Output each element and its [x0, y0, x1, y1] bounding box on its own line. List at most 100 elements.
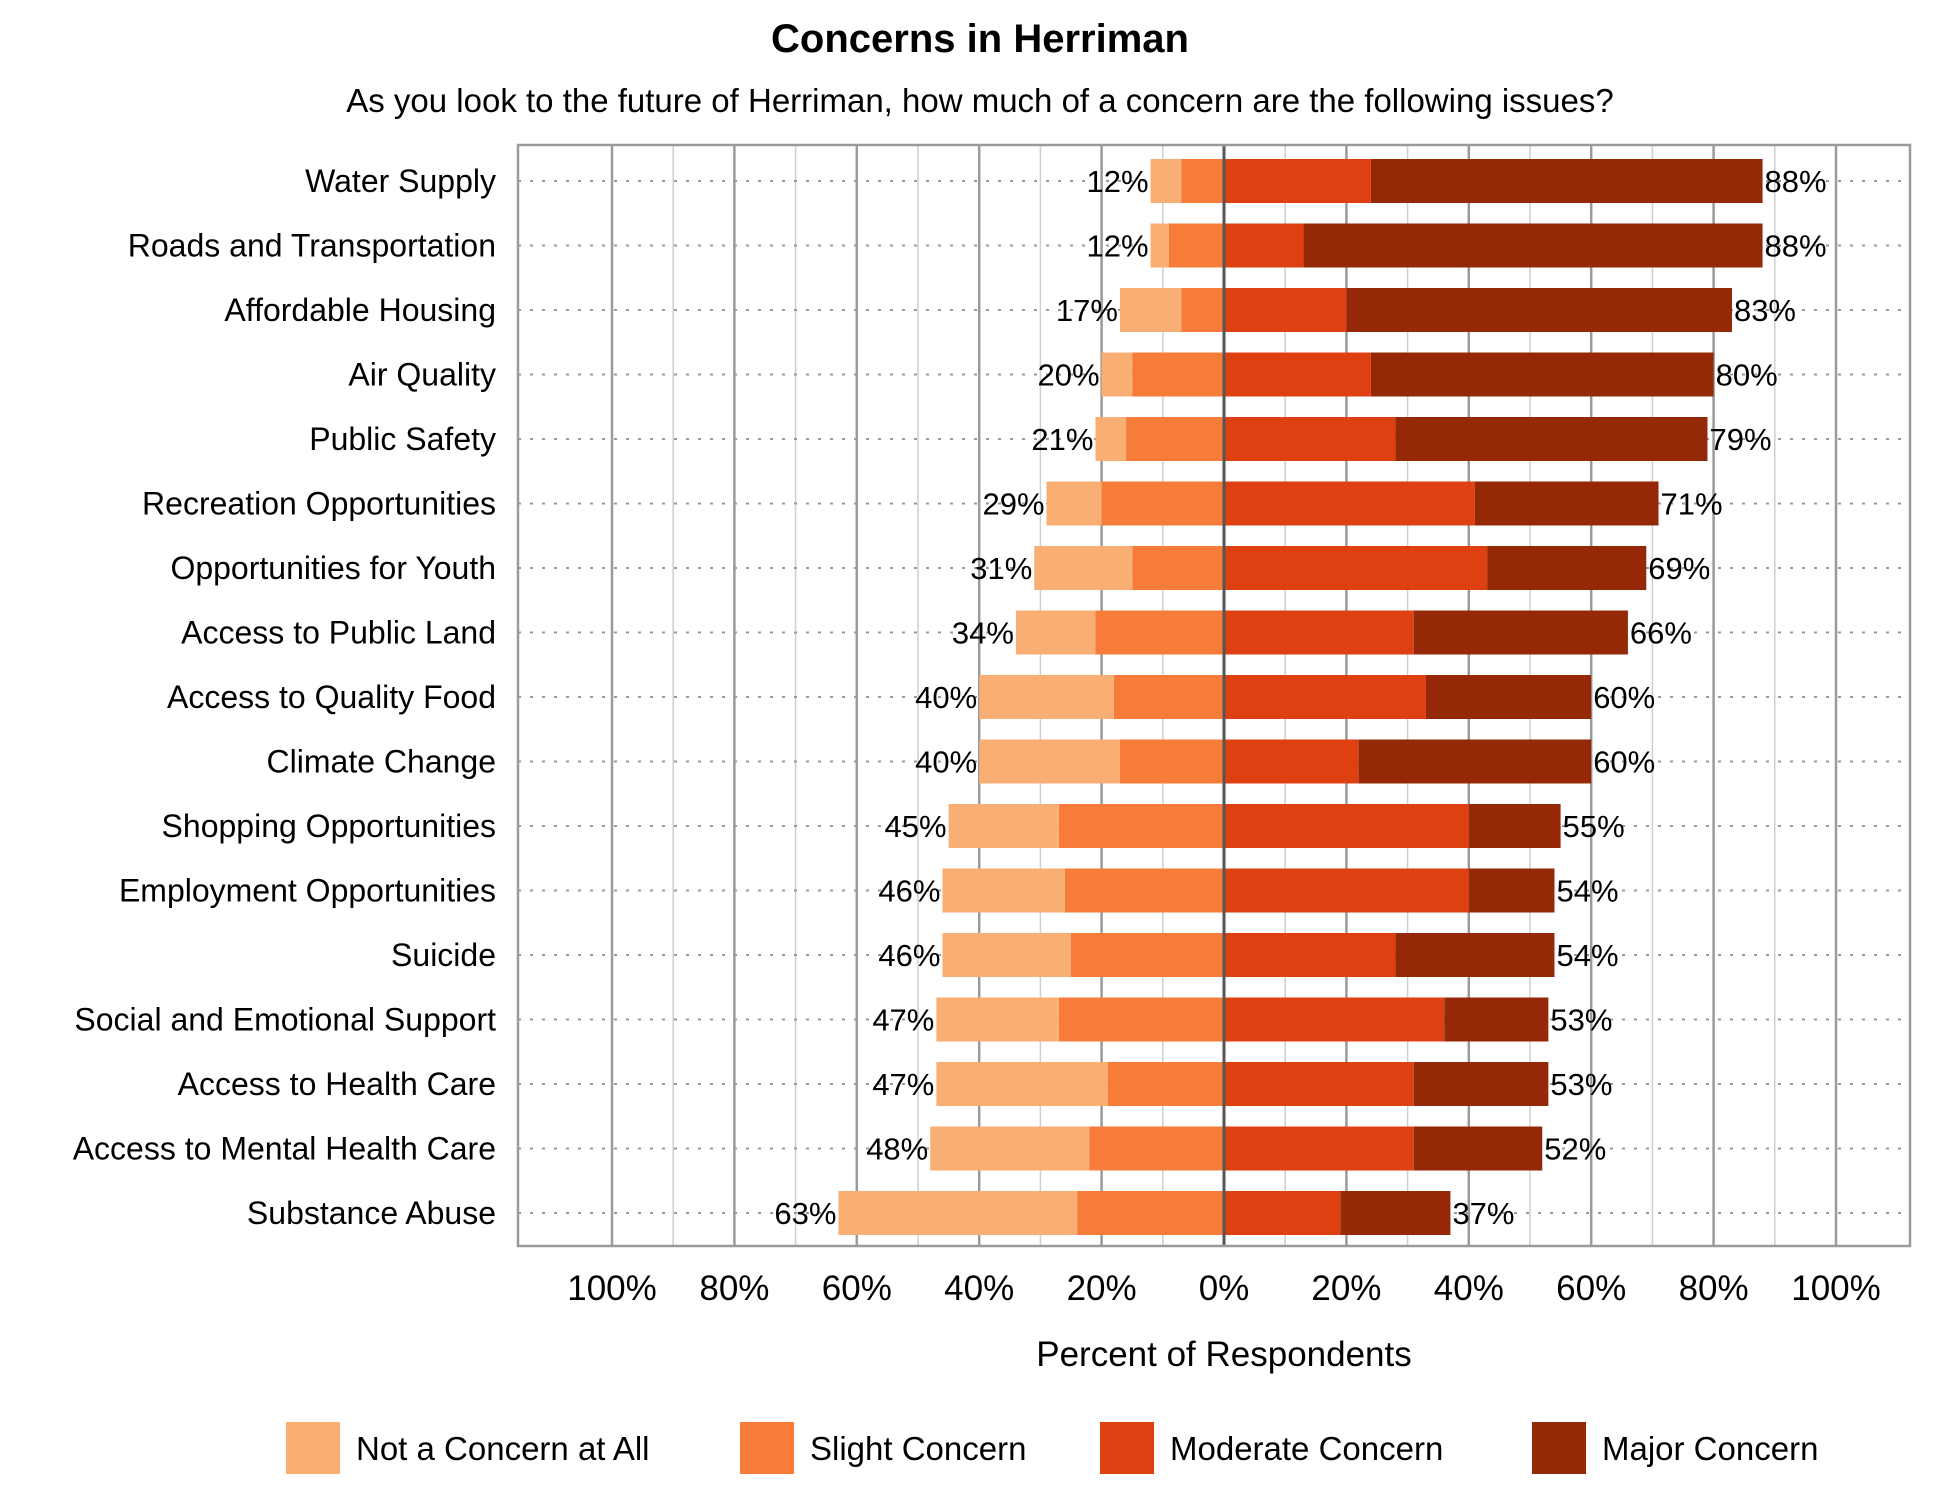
- negative-total-label: 63%: [774, 1196, 836, 1231]
- negative-total-label: 46%: [878, 874, 940, 909]
- bar-segment: [1095, 610, 1224, 655]
- positive-total-label: 55%: [1563, 809, 1625, 844]
- legend-label: Moderate Concern: [1170, 1430, 1443, 1467]
- bar-segment: [1034, 546, 1133, 590]
- legend-item: Major Concern: [1532, 1422, 1818, 1474]
- x-tick-label: 100%: [1791, 1269, 1881, 1308]
- bar-segment: [1468, 804, 1561, 848]
- negative-total-label: 45%: [885, 809, 947, 844]
- bar-segment: [1132, 352, 1224, 397]
- x-tick-label: 60%: [822, 1269, 892, 1308]
- bar-segment: [1058, 804, 1224, 848]
- x-axis-title: Percent of Respondents: [1036, 1335, 1412, 1374]
- negative-total-label: 21%: [1031, 422, 1093, 457]
- bar-segment: [1101, 481, 1224, 526]
- bar-segment: [1071, 933, 1224, 977]
- legend-label: Major Concern: [1602, 1430, 1818, 1467]
- positive-total-label: 54%: [1556, 874, 1618, 909]
- x-tick-label: 100%: [567, 1269, 657, 1308]
- negative-total-label: 48%: [866, 1132, 928, 1167]
- bar-segment: [1425, 675, 1592, 719]
- bar-segment: [1046, 481, 1102, 526]
- category-label: Social and Emotional Support: [74, 1002, 496, 1038]
- bar-segment: [1224, 675, 1426, 719]
- negative-total-label: 47%: [872, 1003, 934, 1038]
- positive-total-label: 53%: [1550, 1003, 1612, 1038]
- bar-segment: [1395, 417, 1708, 461]
- category-label: Access to Mental Health Care: [73, 1131, 496, 1167]
- negative-total-label: 40%: [915, 745, 977, 780]
- x-tick-label: 60%: [1556, 1269, 1626, 1308]
- bar-segment: [1224, 804, 1469, 848]
- negative-total-label: 12%: [1087, 229, 1149, 264]
- bar-segment: [1101, 352, 1133, 397]
- bar-segment: [1474, 481, 1659, 526]
- bar-segment: [942, 933, 1071, 977]
- category-label: Recreation Opportunities: [142, 486, 496, 522]
- legend: Not a Concern at All Slight Concern Modera…: [286, 1422, 1818, 1474]
- bar-segment: [1224, 933, 1396, 977]
- legend-item: Moderate Concern: [1100, 1422, 1443, 1474]
- category-label: Access to Public Land: [181, 615, 496, 651]
- positive-total-label: 66%: [1630, 616, 1692, 651]
- bar-segment: [1224, 481, 1475, 526]
- positive-total-label: 79%: [1709, 422, 1771, 457]
- bar-segment: [1113, 675, 1224, 719]
- negative-total-label: 40%: [915, 680, 977, 715]
- positive-total-label: 60%: [1593, 745, 1655, 780]
- bar-segment: [1370, 352, 1714, 397]
- negative-total-label: 46%: [878, 938, 940, 973]
- ticks-layer: 100% 80% 60% 40% 20% 0% 20% 40% 60% 80% 100%: [567, 1269, 1881, 1308]
- bar-segment: [1089, 1126, 1224, 1171]
- bar-segment: [979, 739, 1120, 784]
- bar-segment: [1224, 223, 1304, 268]
- bar-segment: [1224, 1062, 1414, 1106]
- x-tick-label: 0%: [1199, 1269, 1250, 1308]
- bar-segment: [1413, 610, 1628, 655]
- category-label: Access to Health Care: [178, 1066, 496, 1102]
- category-label: Shopping Opportunities: [162, 808, 496, 844]
- negative-total-label: 20%: [1038, 358, 1100, 393]
- positive-total-label: 37%: [1452, 1196, 1514, 1231]
- bar-segment: [1444, 997, 1549, 1042]
- bar-segment: [1119, 288, 1182, 332]
- bar-segment: [838, 1191, 1078, 1235]
- bar-segment: [1395, 933, 1555, 977]
- bar-segment: [1370, 159, 1763, 203]
- category-label: Climate Change: [267, 744, 496, 780]
- x-tick-label: 40%: [944, 1269, 1014, 1308]
- bar-segment: [1487, 546, 1647, 590]
- bars-layer: [838, 159, 1763, 1235]
- negative-total-label: 47%: [872, 1067, 934, 1102]
- legend-swatch: [286, 1422, 340, 1474]
- positive-total-label: 88%: [1765, 229, 1827, 264]
- bar-segment: [936, 1062, 1108, 1106]
- bar-segment: [1413, 1062, 1549, 1106]
- positive-total-label: 83%: [1734, 293, 1796, 328]
- negative-total-label: 17%: [1056, 293, 1118, 328]
- bar-segment: [942, 868, 1065, 913]
- bar-segment: [1132, 546, 1224, 590]
- legend-item: Slight Concern: [740, 1422, 1026, 1474]
- bar-segment: [1224, 417, 1396, 461]
- category-label: Suicide: [391, 937, 496, 973]
- category-label: Water Supply: [305, 163, 496, 199]
- category-label: Public Safety: [309, 421, 496, 457]
- bar-segment: [1224, 1126, 1414, 1171]
- x-tick-label: 20%: [1067, 1269, 1137, 1308]
- bar-segment: [936, 997, 1059, 1042]
- negative-total-label: 29%: [982, 487, 1044, 522]
- bar-segment: [1181, 288, 1224, 332]
- negative-total-label: 34%: [952, 616, 1014, 651]
- bar-segment: [1224, 868, 1469, 913]
- bar-segment: [1126, 417, 1224, 461]
- bar-segment: [1107, 1062, 1224, 1106]
- chart-title: Concerns in Herriman: [771, 17, 1189, 61]
- bar-segment: [1224, 288, 1347, 332]
- legend-item: Not a Concern at All: [286, 1422, 650, 1474]
- category-label: Affordable Housing: [224, 292, 496, 328]
- bar-segment: [1224, 739, 1359, 784]
- bar-segment: [948, 804, 1059, 848]
- legend-swatch: [1532, 1422, 1586, 1474]
